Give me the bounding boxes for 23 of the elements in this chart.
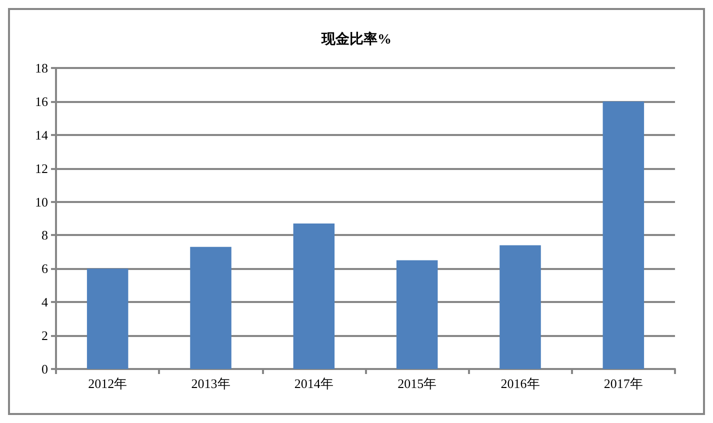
chart-title: 现金比率% (320, 30, 392, 48)
x-tick-label: 2016年 (500, 376, 540, 391)
y-tick-label: 4 (42, 294, 48, 310)
bar (293, 224, 335, 369)
x-tick-label: 2017年 (604, 376, 643, 391)
y-tick-label: 12 (35, 160, 48, 176)
y-tick-label: 6 (42, 261, 48, 276)
bar (500, 245, 541, 369)
bar (86, 268, 128, 369)
y-tick-label: 10 (35, 194, 48, 210)
y-tick-label: 2 (42, 328, 48, 344)
bar (602, 101, 644, 369)
x-tick-label: 2012年 (88, 376, 128, 391)
x-tick-label: 2014年 (294, 376, 334, 391)
x-tick-label: 2013年 (191, 376, 230, 391)
y-tick-label: 14 (35, 127, 48, 142)
bar (396, 260, 438, 369)
y-tick-label: 0 (42, 362, 48, 376)
y-tick-label: 18 (35, 60, 48, 76)
bar (190, 246, 232, 369)
y-tick-label: 8 (42, 228, 48, 243)
y-tick-label: 16 (35, 94, 48, 109)
x-tick-label: 2015年 (398, 376, 437, 391)
